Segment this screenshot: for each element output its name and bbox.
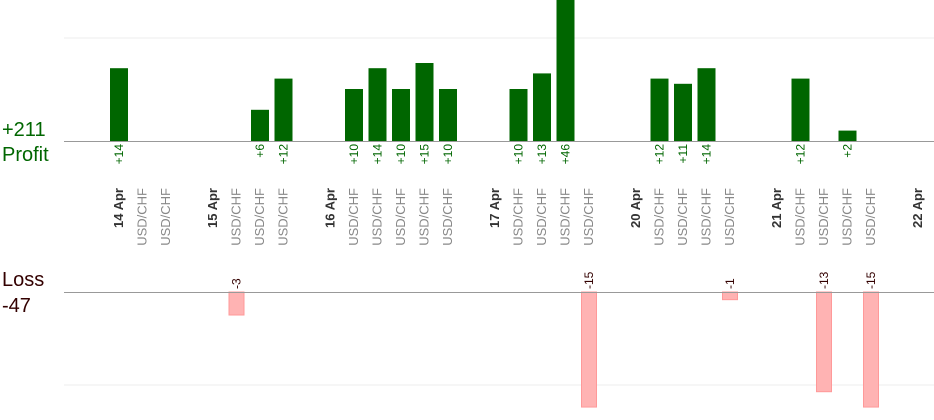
trade-label: USD/CHF xyxy=(229,188,244,246)
trade-label: USD/CHF xyxy=(346,188,361,246)
profit-value-label: +2 xyxy=(841,144,855,158)
profit-bar xyxy=(791,78,810,141)
profit-bar xyxy=(368,68,387,141)
trade-label: USD/CHF xyxy=(440,188,455,246)
profit-value-label: +46 xyxy=(559,144,573,165)
trade-label: USD/CHF xyxy=(417,188,432,246)
date-label: 14 Apr xyxy=(111,188,126,228)
profit-value-label: +10 xyxy=(512,144,526,165)
trade-label: USD/CHF xyxy=(840,188,855,246)
profit-bar xyxy=(415,63,434,141)
profit-total: +211 xyxy=(2,119,46,141)
trade-label: USD/CHF xyxy=(370,188,385,246)
trade-label: USD/CHF xyxy=(581,188,596,246)
profit-bar xyxy=(697,68,716,141)
profit-bar xyxy=(274,78,293,141)
profit-bar xyxy=(392,89,410,141)
trade-label: USD/CHF xyxy=(158,188,173,246)
loss-value-label: -13 xyxy=(817,271,831,289)
profit-value-label: +11 xyxy=(676,144,690,164)
trade-label: USD/CHF xyxy=(675,188,690,246)
trade-label: USD/CHF xyxy=(511,188,526,246)
trade-label: USD/CHF xyxy=(652,188,667,246)
date-label: 22 Apr xyxy=(910,188,925,228)
profit-label: Profit xyxy=(2,144,49,166)
loss-bar xyxy=(816,291,832,393)
trade-label: USD/CHF xyxy=(699,188,714,246)
loss-label: Loss xyxy=(2,269,45,291)
trade-label: USD/CHF xyxy=(534,188,549,246)
profit-value-label: +13 xyxy=(535,144,549,165)
trade-label: USD/CHF xyxy=(135,188,150,246)
loss-value-label: -15 xyxy=(864,271,878,289)
loss-bar xyxy=(581,291,597,408)
trade-label: USD/CHF xyxy=(863,188,878,246)
profit-bar xyxy=(110,68,128,141)
profit-bar xyxy=(674,83,692,141)
profit-value-label: +15 xyxy=(418,144,432,165)
profit-bar xyxy=(650,78,669,141)
trade-label: USD/CHF xyxy=(252,188,267,246)
date-label: 21 Apr xyxy=(769,188,784,228)
trade-label: USD/CHF xyxy=(393,188,408,246)
date-label: 15 Apr xyxy=(205,188,220,228)
date-label: 20 Apr xyxy=(628,188,643,228)
trade-label: USD/CHF xyxy=(793,188,808,246)
profit-bar xyxy=(509,89,528,141)
loss-bar xyxy=(722,291,738,301)
loss-bar xyxy=(228,291,245,316)
profit-value-label: +12 xyxy=(653,144,667,165)
profit-value-label: +6 xyxy=(253,144,267,158)
loss-bar xyxy=(863,291,879,408)
profit-bar xyxy=(345,89,363,141)
trade-label: USD/CHF xyxy=(558,188,573,246)
date-label: 17 Apr xyxy=(487,188,502,228)
loss-total: -47 xyxy=(2,295,31,317)
loss-value-label: -15 xyxy=(582,271,596,289)
trade-label: USD/CHF xyxy=(276,188,291,246)
loss-value-label: -3 xyxy=(230,278,244,289)
profit-value-label: +10 xyxy=(441,144,455,165)
profit-value-label: +12 xyxy=(277,144,291,165)
profit-bar xyxy=(838,130,857,141)
profit-bar xyxy=(439,89,457,141)
profit-value-label: +10 xyxy=(394,144,408,165)
trade-label: USD/CHF xyxy=(816,188,831,246)
trade-label: USD/CHF xyxy=(722,188,737,246)
profit-value-label: +14 xyxy=(700,144,714,165)
profit-bar xyxy=(533,73,551,141)
profit-bar xyxy=(251,109,269,141)
loss-value-label: -1 xyxy=(723,278,737,289)
date-label: 16 Apr xyxy=(323,188,338,228)
profit-value-label: +10 xyxy=(347,144,361,165)
profit-value-label: +14 xyxy=(371,144,385,165)
profit-value-label: +14 xyxy=(112,144,126,165)
profit-value-label: +12 xyxy=(794,144,808,165)
profit-bar xyxy=(556,0,575,141)
